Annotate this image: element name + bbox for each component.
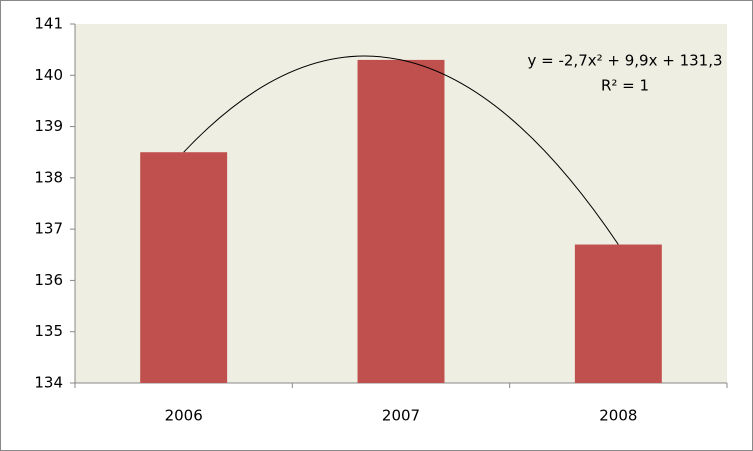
- bar: [574, 244, 662, 383]
- y-tick-label: 137: [34, 220, 63, 238]
- y-tick-label: 136: [34, 271, 63, 289]
- y-tick-label: 135: [34, 322, 63, 340]
- y-tick-label: 140: [34, 66, 63, 84]
- bar: [357, 59, 445, 384]
- x-tick-label: 2008: [599, 407, 637, 425]
- x-tick-label: 2006: [165, 407, 203, 425]
- y-tick-label: 134: [34, 374, 63, 392]
- trendline: [183, 55, 619, 245]
- y-tick-label: 139: [34, 117, 63, 135]
- y-tick-label: 138: [34, 168, 63, 186]
- x-tick-label: 2007: [382, 407, 420, 425]
- y-tick-label: 141: [34, 15, 63, 33]
- r-squared: R² = 1: [601, 77, 649, 95]
- trendline-equation: y = -2,7x² + 9,9x + 131,3: [527, 52, 722, 70]
- bar: [140, 152, 228, 383]
